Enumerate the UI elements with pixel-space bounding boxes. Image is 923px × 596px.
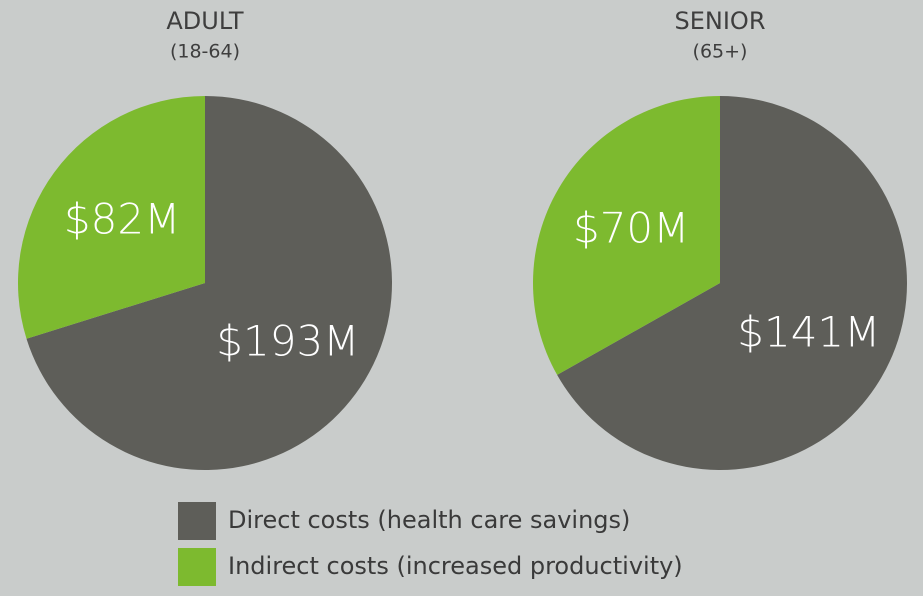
pie-slice — [17, 96, 206, 339]
legend-swatch — [178, 548, 216, 586]
legend-label: Direct costs (health care savings) — [228, 506, 630, 534]
legend-swatch — [178, 502, 216, 540]
slice-label: $82M — [64, 195, 180, 244]
pie-title: ADULT — [166, 7, 244, 35]
pie-subtitle: (65+) — [693, 41, 748, 63]
slice-label: $193M — [216, 316, 359, 365]
slice-label: $141M — [737, 307, 880, 356]
pie-slice — [557, 96, 908, 470]
slice-label: $70M — [573, 204, 689, 253]
pie-subtitle: (18-64) — [170, 41, 240, 63]
pie-title: SENIOR — [675, 7, 766, 35]
legend-label: Indirect costs (increased productivity) — [228, 552, 683, 580]
pie-slice — [533, 96, 720, 375]
pie-slice — [26, 96, 392, 470]
